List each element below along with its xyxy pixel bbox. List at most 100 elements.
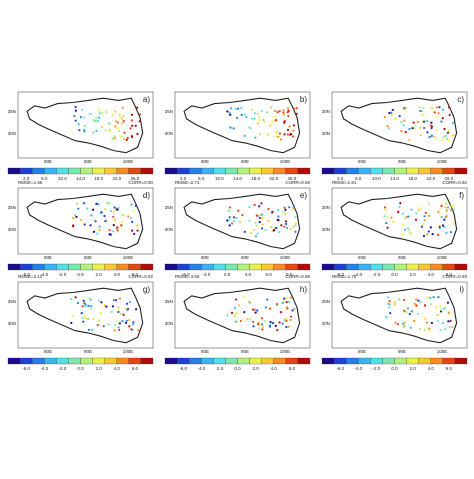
- x-axis-label: 90E: [398, 349, 406, 354]
- station-dot: [283, 297, 286, 300]
- colorbar-label: -4.0: [354, 366, 362, 371]
- colorbar-label: 2.0: [180, 176, 187, 181]
- station-dot: [125, 302, 129, 305]
- station-dot: [440, 205, 443, 208]
- station-dot: [424, 317, 427, 320]
- x-axis-label: 80E: [44, 255, 52, 260]
- station-dot: [226, 219, 229, 222]
- colorbar-swatch: [418, 357, 431, 365]
- station-dot: [439, 305, 442, 308]
- station-dot: [83, 202, 86, 205]
- station-dot: [288, 125, 291, 128]
- colorbar-swatch: [261, 167, 274, 175]
- colorbar-swatch: [80, 167, 93, 175]
- station-dot: [409, 232, 412, 235]
- colorbar-label: 6.0: [289, 366, 296, 371]
- station-dot: [108, 122, 111, 125]
- station-dot: [130, 134, 134, 138]
- station-dot: [112, 210, 115, 213]
- station-dot: [71, 314, 74, 318]
- station-dot: [284, 208, 287, 211]
- station-dot: [264, 306, 267, 309]
- station-dot: [404, 216, 407, 220]
- station-dot: [443, 225, 446, 229]
- station-dot: [261, 223, 264, 226]
- colorbar-label: -2.0: [372, 272, 380, 277]
- colorbar-swatch: [164, 263, 178, 271]
- station-dot: [122, 313, 125, 316]
- colorbar-swatch: [261, 263, 274, 271]
- station-dot: [387, 127, 391, 130]
- station-dot: [89, 307, 93, 310]
- colorbar-label: 6.0: [132, 366, 139, 371]
- station-dot: [113, 218, 117, 222]
- station-dot: [134, 124, 137, 127]
- station-dot: [419, 300, 422, 303]
- colorbar-swatch: [442, 263, 456, 271]
- colorbar-swatch: [225, 167, 238, 175]
- station-dot: [275, 226, 278, 230]
- plateau-outline: [26, 97, 144, 154]
- station-dot: [96, 119, 100, 123]
- station-dot: [429, 226, 432, 229]
- station-dot: [251, 108, 254, 111]
- station-dot: [248, 206, 251, 209]
- station-dot: [448, 326, 452, 329]
- colorbar-swatch: [418, 167, 431, 175]
- station-dot: [403, 298, 406, 302]
- station-dot: [288, 206, 291, 209]
- station-dot: [230, 311, 234, 314]
- colorbar-swatch: [116, 357, 129, 365]
- y-axis-label: 35N: [8, 205, 16, 210]
- station-dot: [268, 323, 272, 327]
- station-dot: [100, 111, 103, 114]
- station-dot: [422, 234, 426, 238]
- colorbar-swatch: [358, 167, 371, 175]
- colorbar-label: 6.0: [198, 176, 205, 181]
- colorbar-label: 0.0: [234, 366, 241, 371]
- corr: CORR=0.56: [285, 180, 310, 185]
- map-frame: [17, 91, 154, 159]
- colorbar-label: 4.0: [428, 272, 435, 277]
- station-dot: [422, 113, 425, 116]
- station-dot: [441, 322, 445, 325]
- station-dot: [282, 210, 285, 213]
- colorbar-swatch: [430, 167, 443, 175]
- colorbar-swatch: [7, 167, 21, 175]
- station-dot: [274, 324, 277, 327]
- station-dot: [77, 122, 80, 125]
- colorbar-label: 4.0: [428, 366, 435, 371]
- colorbar-swatch: [321, 167, 335, 175]
- station-dot: [118, 114, 121, 117]
- station-dot: [114, 125, 117, 128]
- station-dot: [436, 313, 439, 317]
- station-dot: [93, 119, 96, 122]
- station-dot: [292, 205, 296, 208]
- x-axis-label: 90E: [84, 159, 92, 164]
- colorbar-swatch: [394, 263, 407, 271]
- station-dot: [415, 298, 418, 301]
- station-dot: [111, 305, 114, 308]
- x-axis-label: 100E: [437, 255, 448, 260]
- colorbar-swatch: [418, 263, 431, 271]
- colorbar-label: 18.0: [251, 176, 260, 181]
- station-dot: [97, 319, 100, 322]
- colorbar-label: -6.0: [336, 272, 344, 277]
- station-dot: [258, 133, 262, 136]
- station-dot: [248, 219, 251, 222]
- station-dot: [418, 106, 421, 109]
- station-dot: [277, 208, 280, 212]
- station-dot: [390, 113, 394, 117]
- colorbar-swatch: [176, 357, 190, 365]
- y-axis-label: 30N: [165, 131, 173, 136]
- colorbar-swatch: [382, 263, 395, 271]
- panel-label: d): [143, 191, 150, 200]
- colorbar-swatch: [201, 263, 214, 271]
- station-dot: [419, 327, 422, 330]
- station-dot: [101, 125, 104, 129]
- station-dot: [236, 107, 240, 110]
- corr: CORR=0.86: [285, 274, 310, 279]
- colorbar-swatch: [430, 357, 443, 365]
- x-axis-label: 100E: [123, 255, 134, 260]
